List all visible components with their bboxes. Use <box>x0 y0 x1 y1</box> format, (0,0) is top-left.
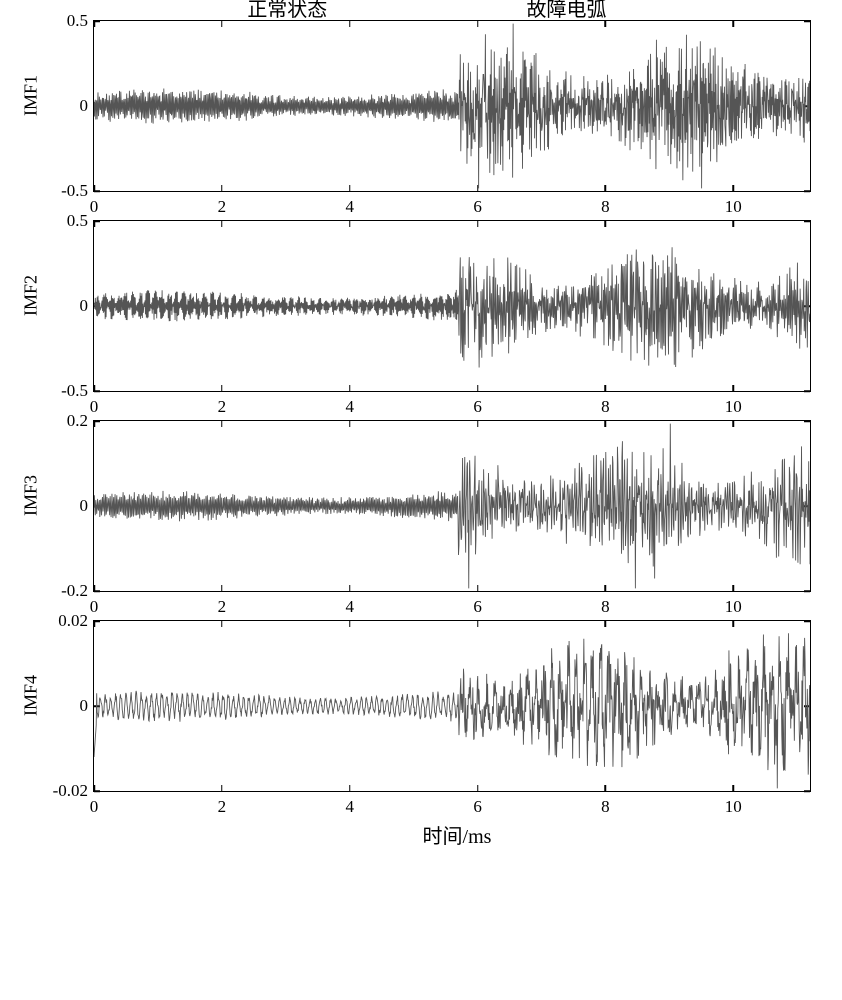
xtick-label: 6 <box>473 197 482 217</box>
xtick-label: 8 <box>601 597 610 617</box>
xtick-label: 2 <box>218 397 227 417</box>
xtick-label: 4 <box>345 197 354 217</box>
subplot-imf2: IMF2 -0.500.50246810 <box>21 220 821 392</box>
xtick-label: 0 <box>90 597 99 617</box>
ylabel: IMF1 <box>21 96 42 116</box>
xtick-label: 8 <box>601 197 610 217</box>
ytick-label: 0 <box>80 96 89 116</box>
ylabel: IMF3 <box>21 496 42 516</box>
ytick-label: -0.2 <box>61 581 88 601</box>
annotation-fault: 故障电弧 <box>527 0 607 22</box>
xtick-label: 4 <box>345 597 354 617</box>
xtick-label: 4 <box>345 797 354 817</box>
ytick-label: 0.5 <box>67 211 88 231</box>
ytick-label: 0.02 <box>58 611 88 631</box>
ytick-label: -0.02 <box>53 781 88 801</box>
ytick-label: 0.5 <box>67 11 88 31</box>
plot-area: -0.500.50246810 <box>93 220 811 392</box>
subplot-imf4: IMF4 -0.0200.020246810 <box>21 620 821 792</box>
xtick-label: 8 <box>601 797 610 817</box>
ytick-label: -0.5 <box>61 181 88 201</box>
xtick-label: 6 <box>473 397 482 417</box>
xtick-label: 8 <box>601 397 610 417</box>
xtick-label: 0 <box>90 797 99 817</box>
xtick-label: 10 <box>725 397 742 417</box>
plot-area: -0.200.20246810 <box>93 420 811 592</box>
subplot-imf1: IMF1 -0.500.50246810正常状态故障电弧 <box>21 20 821 192</box>
xtick-label: 2 <box>218 197 227 217</box>
xtick-label: 2 <box>218 797 227 817</box>
xtick-label: 6 <box>473 797 482 817</box>
chart-container: IMF1-0.500.50246810正常状态故障电弧IMF2-0.500.50… <box>21 20 821 849</box>
plot-area: -0.0200.020246810 <box>93 620 811 792</box>
plot-area: -0.500.50246810正常状态故障电弧 <box>93 20 811 192</box>
ylabel: IMF4 <box>21 696 42 716</box>
ylabel: IMF2 <box>21 296 42 316</box>
xtick-label: 6 <box>473 597 482 617</box>
signal-line <box>94 21 810 191</box>
annotation-normal: 正常状态 <box>247 0 327 22</box>
ytick-label: 0 <box>80 296 89 316</box>
xlabel: 时间/ms <box>93 820 821 849</box>
xtick-label: 10 <box>725 797 742 817</box>
ytick-label: -0.5 <box>61 381 88 401</box>
xtick-label: 10 <box>725 197 742 217</box>
xtick-label: 10 <box>725 597 742 617</box>
signal-line <box>94 221 810 391</box>
ytick-label: 0 <box>80 696 89 716</box>
xtick-label: 0 <box>90 197 99 217</box>
xtick-label: 2 <box>218 597 227 617</box>
xtick-label: 4 <box>345 397 354 417</box>
signal-line <box>94 621 810 791</box>
ytick-label: 0.2 <box>67 411 88 431</box>
subplot-imf3: IMF3 -0.200.20246810 <box>21 420 821 592</box>
ytick-label: 0 <box>80 496 89 516</box>
xtick-label: 0 <box>90 397 99 417</box>
signal-line <box>94 421 810 591</box>
